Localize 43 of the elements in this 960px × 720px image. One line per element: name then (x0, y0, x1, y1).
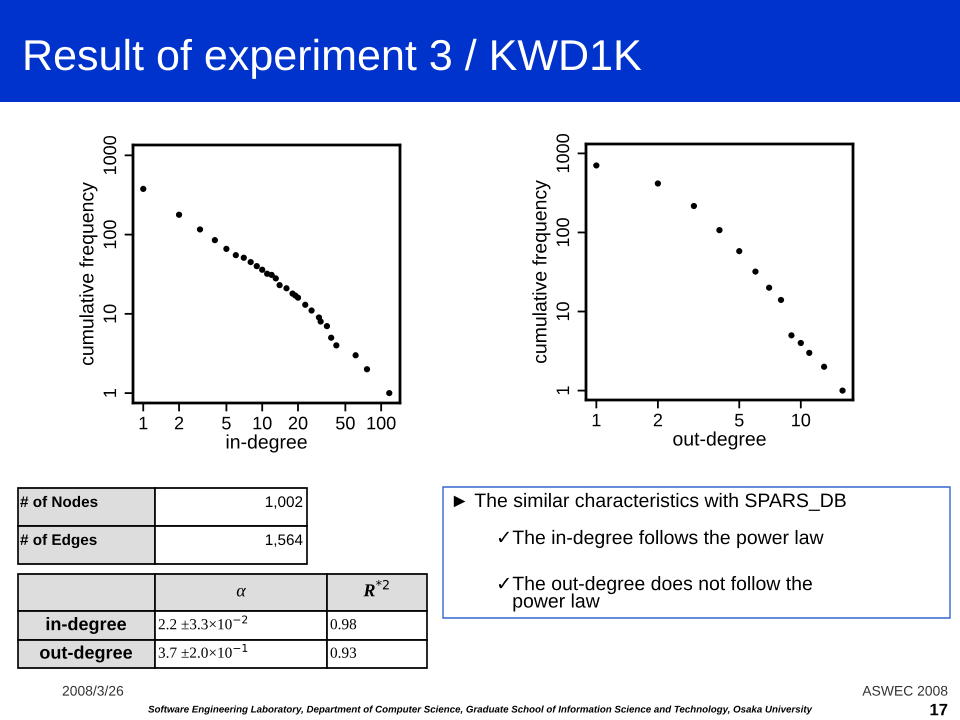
text: 0.98 (330, 619, 356, 630)
text: # of Edges (20, 534, 97, 548)
x-tick-label: 1 (140, 416, 148, 430)
x-tick-label: 20 (288, 416, 308, 430)
text: ► The similar characteristics with SPARS_DB (454, 492, 846, 511)
x-tick-label: 2 (174, 416, 184, 430)
text: out-degree (40, 646, 132, 662)
text: 2.2 ±3.3×10$^{−2}$ (158, 615, 248, 630)
text: in-degree (46, 617, 126, 634)
y-tick-label: 10 (556, 302, 570, 320)
x-axis-title: in-degree (226, 434, 307, 453)
y-axis-title: cumulative frequency (79, 182, 98, 366)
text: 3.7 ±2.0×10$^{−1}$ (158, 644, 248, 658)
y-tick-label: 10 (103, 304, 116, 323)
x-tick-label: 5 (734, 414, 744, 426)
text: ASWEC 2008 (862, 686, 948, 696)
text: ✓The in-degree follows the power law (498, 530, 824, 548)
text: Result of experiment 3 / KWD1K (26, 38, 642, 79)
y-tick-label: 1000 (556, 134, 570, 172)
text: 0.93 (330, 648, 356, 658)
text: R$^{*2}$ (363, 580, 389, 596)
text: 2008/3/26 (62, 686, 124, 696)
y-axis-title: cumulative frequency (532, 180, 550, 364)
x-axis-title: out-degree (673, 431, 766, 450)
text: # of Nodes (20, 496, 98, 508)
text: ✓The out-degree does not follow the power law (498, 576, 812, 612)
x-tick-label: 10 (254, 416, 272, 430)
y-tick-label: 100 (556, 218, 570, 246)
x-tick-label: 50 (336, 416, 355, 430)
x-tick-label: 100 (367, 416, 396, 430)
x-tick-label: 5 (222, 416, 231, 430)
x-tick-label: 10 (792, 414, 810, 426)
text: α (236, 588, 246, 597)
text: 17 (930, 704, 948, 716)
x-tick-label: 2 (654, 414, 662, 426)
text: Software Engineering Laboratory, Department of Computer Science, Graduate School of Information Science and Technology, Osaka University (148, 705, 812, 715)
y-tick-label: 1 (104, 388, 116, 397)
text: 1,564 (266, 534, 303, 547)
y-tick-label: 100 (103, 220, 116, 248)
text: 1,002 (266, 496, 302, 509)
y-tick-label: 1000 (103, 136, 116, 174)
y-tick-label: 1 (556, 386, 570, 394)
x-tick-label: 1 (592, 414, 600, 426)
